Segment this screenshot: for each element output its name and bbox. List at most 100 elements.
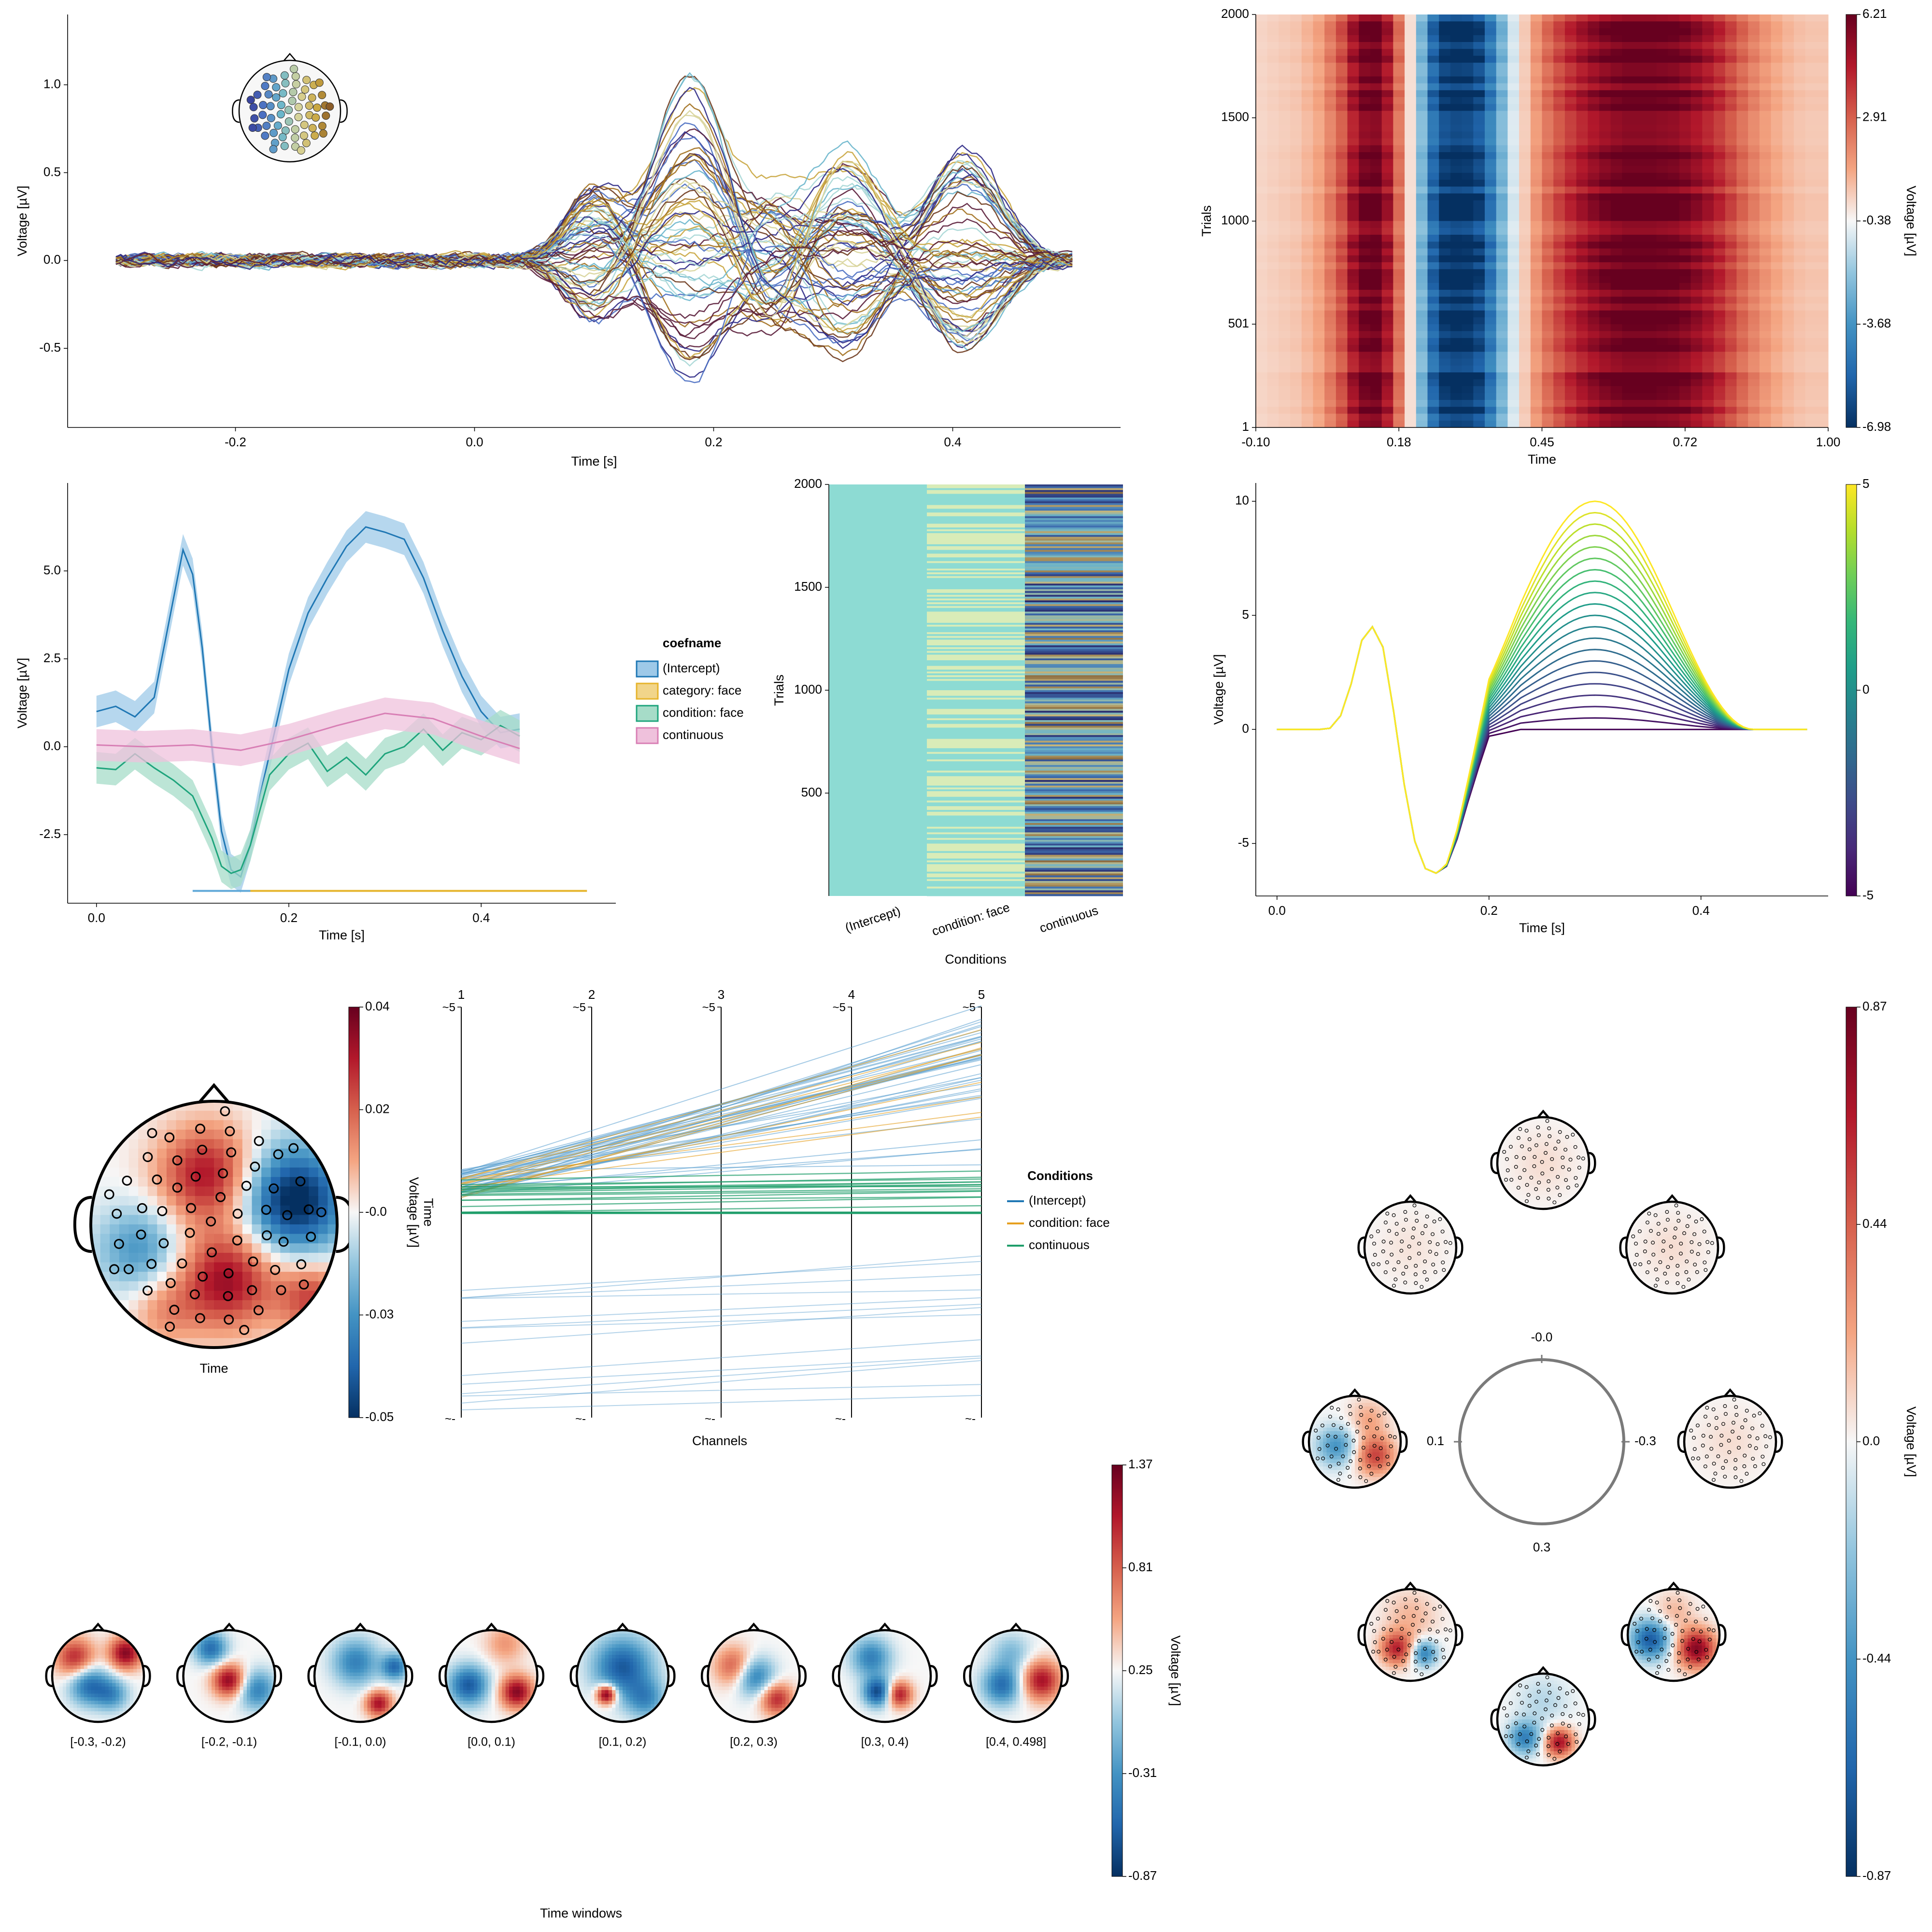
channel-marker [298,92,306,101]
heatmap-cell [1622,393,1634,400]
heatmap-cell [1279,317,1291,325]
heatmap-cell [1736,269,1748,277]
heatmap-cell [1405,200,1417,208]
heatmap-cell [1576,221,1588,228]
heatmap-cell [1462,338,1474,345]
heatmap-cell [1588,83,1600,91]
heatmap-cell [1416,262,1428,270]
heatmap-cell [1416,172,1428,180]
heatmap-cell [1725,372,1737,380]
heatmap-cell [1507,214,1520,222]
heatmap-cell [1267,172,1279,180]
heatmap-cell [1645,125,1657,132]
heatmap-cell [1702,407,1714,414]
topo-cell [166,1120,177,1130]
heatmap-cell [1725,262,1737,270]
heatmap-cell [1599,331,1611,339]
topo-cell [73,1640,77,1645]
heatmap-cell [1381,290,1393,297]
heatmap-cell [1656,90,1668,98]
heatmap-cell [1553,180,1565,187]
matrix-cell [927,552,1025,554]
heatmap-cell [1714,166,1726,173]
heatmap-cell [1725,400,1737,407]
matrix-cell [927,682,1025,685]
heatmap-cell [1610,303,1622,311]
topo-cell [195,1110,205,1121]
heatmap-cell [1599,407,1611,414]
heatmap-cell [1370,49,1382,57]
topo-cell [84,1697,88,1701]
matrix-cell [927,639,1025,642]
heatmap-cell [1645,97,1657,104]
heatmap-cell [1714,138,1726,146]
legend-label: category: face [663,683,741,697]
heatmap-cell [1256,76,1268,84]
heatmap-cell [1702,338,1714,345]
head-outline [89,1100,339,1349]
heatmap-cell [1301,42,1314,49]
heatmap-cell [1370,35,1382,43]
heatmap-cell [1542,400,1554,407]
heatmap-cell [1714,186,1726,194]
heatmap-cell [1622,180,1634,187]
matrix-cell [927,615,1025,618]
heatmap-cell [1290,200,1302,208]
heatmap-cell [1679,317,1691,325]
heatmap-cell [1290,152,1302,159]
heatmap-cell [1588,49,1600,57]
electrode [172,1155,183,1165]
matrix-cell [1025,871,1123,874]
heatmap-cell [1427,248,1439,256]
heatmap-cell [1793,227,1806,235]
heatmap-cell [1267,76,1279,84]
matrix-cell [1025,509,1123,511]
heatmap-cell [1817,303,1829,311]
heatmap-cell [1553,269,1565,277]
heatmap-cell [1793,255,1806,263]
topo-cell [166,1177,177,1187]
topo-cell [138,1291,148,1301]
heatmap-cell [1702,70,1714,77]
matrix-cell [927,839,1025,842]
heatmap-cell [1405,90,1417,98]
y-tick-label: -2.5 [39,826,61,841]
matrix-cell [1025,739,1123,741]
heatmap-cell [1290,352,1302,359]
heatmap-cell [1714,413,1726,421]
topo-cell [280,1328,290,1339]
matrix-cell [1025,484,1123,487]
topo-cell [233,1186,243,1196]
heatmap-cell [1473,172,1485,180]
heatmap-cell [1462,386,1474,394]
heatmap-cell [1817,117,1829,125]
heatmap-cell [1301,200,1314,208]
heatmap-cell [1335,90,1348,98]
series-line [1277,546,1807,874]
matrix-cell [1025,639,1123,642]
heatmap-cell [1793,125,1806,132]
heatmap-cell [1462,76,1474,84]
heatmap-cell [1519,248,1531,256]
heatmap-cell [1805,186,1817,194]
matrix-cell [927,628,1025,631]
heatmap-cell [1370,269,1382,277]
heatmap-cell [1588,214,1600,222]
heatmap-cell [1564,138,1577,146]
matrix-cell [1025,692,1123,695]
heatmap-cell [1290,83,1302,91]
matrix-cell [927,703,1025,706]
heatmap-cell [1462,214,1474,222]
topo-cell [195,1186,205,1196]
heatmap-cell [1324,372,1336,380]
matrix-cell [927,856,1025,859]
heatmap-cell [1817,317,1829,325]
heatmap-cell [1279,14,1291,22]
heatmap-cell [1622,372,1634,380]
heatmap-cell [1507,193,1520,201]
topo-cell [157,1215,167,1225]
heatmap-cell [1439,413,1451,421]
heatmap-cell [1668,145,1680,153]
topo-cell [91,1690,95,1694]
heatmap-cell [1256,193,1268,201]
